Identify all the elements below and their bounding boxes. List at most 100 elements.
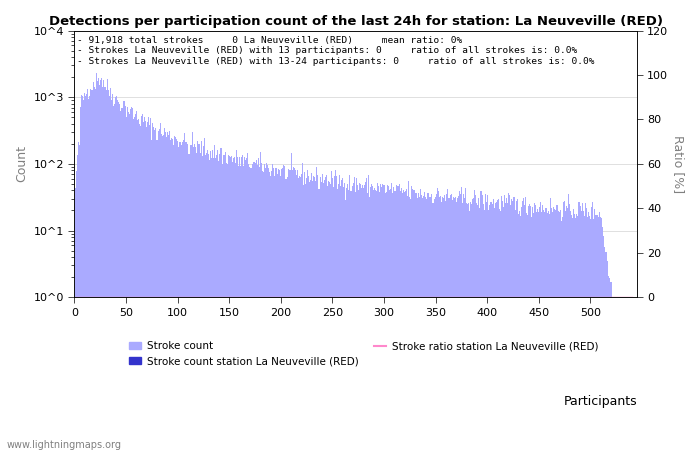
Bar (345, 200, 346, 450)
Bar (195, 147, 196, 450)
Bar (288, 170, 290, 450)
Bar (561, 221, 562, 450)
Bar (182, 142, 183, 450)
Bar (110, 88, 111, 450)
Bar (584, 203, 586, 450)
Bar (338, 184, 339, 450)
Bar (241, 157, 242, 450)
Bar (167, 132, 168, 450)
Bar (407, 196, 408, 450)
Bar (427, 193, 428, 450)
Bar (569, 204, 570, 450)
Bar (78, 142, 79, 450)
Bar (103, 80, 104, 450)
Bar (209, 160, 210, 450)
Bar (314, 177, 316, 450)
Bar (298, 178, 299, 450)
Bar (365, 182, 366, 450)
Bar (591, 207, 592, 450)
Bar (248, 164, 249, 450)
Bar (330, 184, 331, 450)
Bar (148, 117, 149, 450)
Bar (421, 198, 423, 450)
Bar (423, 196, 424, 450)
Bar (596, 215, 597, 450)
Bar (623, 297, 624, 450)
Bar (500, 211, 501, 450)
Bar (253, 162, 255, 450)
Bar (524, 205, 525, 450)
Bar (337, 189, 338, 450)
Bar (312, 181, 314, 450)
Bar (157, 140, 158, 450)
Bar (235, 163, 236, 450)
Bar (430, 198, 431, 450)
Bar (266, 163, 267, 450)
Bar (77, 155, 78, 450)
Bar (374, 189, 375, 450)
Bar (275, 168, 276, 450)
Bar (150, 118, 151, 450)
Bar (220, 148, 221, 450)
Bar (158, 131, 159, 450)
Bar (602, 227, 603, 450)
Bar (392, 193, 393, 450)
Bar (238, 166, 239, 450)
Bar (369, 197, 370, 450)
Bar (537, 209, 538, 450)
Bar (341, 180, 342, 450)
Bar (437, 188, 438, 450)
Bar (125, 117, 127, 450)
Bar (92, 82, 94, 450)
Bar (207, 150, 208, 450)
Bar (532, 207, 533, 450)
Bar (293, 167, 294, 450)
Bar (386, 185, 388, 450)
Bar (455, 198, 456, 450)
Bar (390, 189, 391, 450)
Bar (302, 163, 303, 450)
Bar (414, 189, 416, 450)
Bar (604, 247, 606, 450)
Bar (251, 168, 253, 450)
Bar (106, 90, 107, 450)
Bar (612, 297, 614, 450)
Bar (153, 127, 155, 450)
Bar (594, 209, 595, 450)
Bar (327, 186, 328, 450)
Bar (416, 198, 417, 450)
Bar (608, 276, 610, 450)
Bar (426, 199, 427, 450)
Bar (347, 184, 349, 450)
Bar (262, 172, 264, 450)
Bar (454, 198, 455, 450)
Bar (370, 188, 371, 450)
Bar (614, 297, 615, 450)
Bar (396, 184, 397, 450)
Y-axis label: Count: Count (15, 145, 28, 182)
Bar (305, 184, 306, 450)
Bar (556, 205, 557, 450)
Bar (473, 198, 475, 450)
Bar (508, 193, 510, 450)
Bar (356, 178, 357, 450)
Bar (436, 194, 437, 450)
Bar (586, 208, 587, 450)
Bar (130, 108, 131, 450)
Bar (108, 90, 109, 450)
Bar (229, 156, 230, 450)
Bar (417, 193, 419, 450)
Bar (593, 219, 594, 450)
Bar (171, 138, 172, 450)
Bar (428, 194, 429, 450)
Bar (380, 184, 382, 450)
Bar (203, 146, 204, 450)
Bar (531, 217, 532, 450)
Bar (475, 195, 477, 450)
Bar (214, 145, 216, 450)
Bar (554, 209, 555, 450)
Bar (597, 215, 598, 450)
Bar (351, 186, 353, 450)
Bar (123, 101, 125, 450)
Bar (239, 157, 240, 450)
